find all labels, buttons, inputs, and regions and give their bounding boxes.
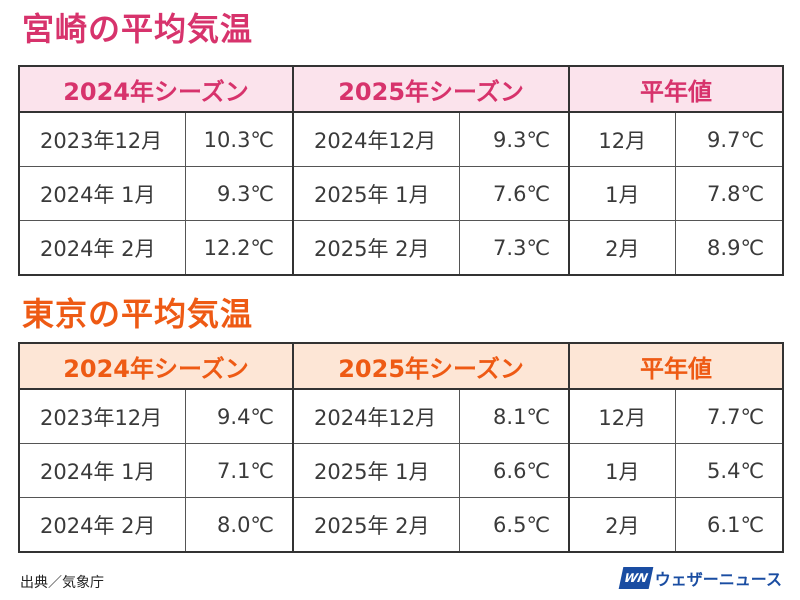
miyazaki-header-2024-season: 2024年シーズン (18, 65, 294, 113)
period-2025-season: 2025年 2月 (292, 497, 460, 553)
period-2025-season: 2024年12月 (292, 111, 460, 167)
temperature-2024-season: 9.3℃ (184, 166, 294, 221)
temperature-2025-season: 7.6℃ (458, 166, 570, 221)
normal-month: 1月 (568, 443, 676, 498)
miyazaki-header-2025-season: 2025年シーズン (292, 65, 570, 113)
period-2025-season: 2025年 1月 (292, 166, 460, 221)
weathernews-logo-icon: WN (618, 567, 654, 589)
tokyo-section-title: 東京の平均気温 (22, 295, 254, 333)
normal-temperature: 9.7℃ (674, 111, 784, 167)
period-2024-season: 2023年12月 (18, 388, 186, 444)
tokyo-header-2024-season: 2024年シーズン (18, 342, 294, 390)
temperature-2024-season: 10.3℃ (184, 111, 294, 167)
normal-temperature: 8.9℃ (674, 220, 784, 276)
temperature-2024-season: 8.0℃ (184, 497, 294, 553)
miyazaki-section-title: 宮崎の平均気温 (22, 10, 254, 48)
normal-month: 12月 (568, 111, 676, 167)
period-2025-season: 2024年12月 (292, 388, 460, 444)
temperature-2024-season: 9.4℃ (184, 388, 294, 444)
source-credit: 出典／気象庁 (20, 575, 104, 591)
period-2024-season: 2023年12月 (18, 111, 186, 167)
normal-temperature: 7.7℃ (674, 388, 784, 444)
normal-temperature: 5.4℃ (674, 443, 784, 498)
table-row: 2024年 1月 7.1℃ 2025年 1月 6.6℃ 1月 5.4℃ (18, 443, 784, 498)
table-row: 2024年 1月 9.3℃ 2025年 1月 7.6℃ 1月 7.8℃ (18, 166, 784, 221)
temperature-2024-season: 7.1℃ (184, 443, 294, 498)
period-2025-season: 2025年 1月 (292, 443, 460, 498)
period-2024-season: 2024年 2月 (18, 497, 186, 553)
table-row: 2024年 2月 12.2℃ 2025年 2月 7.3℃ 2月 8.9℃ (18, 220, 784, 276)
period-2025-season: 2025年 2月 (292, 220, 460, 276)
table-row: 2023年12月 10.3℃ 2024年12月 9.3℃ 12月 9.7℃ (18, 111, 784, 167)
normal-temperature: 7.8℃ (674, 166, 784, 221)
miyazaki-header-normal: 平年値 (568, 65, 784, 113)
normal-month: 2月 (568, 497, 676, 553)
period-2024-season: 2024年 2月 (18, 220, 186, 276)
tokyo-temperature-table: 2024年シーズン 2025年シーズン 平年値 2023年12月 9.4℃ 20… (18, 342, 785, 553)
normal-month: 12月 (568, 388, 676, 444)
tokyo-header-normal: 平年値 (568, 342, 784, 390)
table-row: 2024年 2月 8.0℃ 2025年 2月 6.5℃ 2月 6.1℃ (18, 497, 784, 553)
temperature-2025-season: 6.6℃ (458, 443, 570, 498)
temperature-2025-season: 7.3℃ (458, 220, 570, 276)
tokyo-header-2025-season: 2025年シーズン (292, 342, 570, 390)
normal-temperature: 6.1℃ (674, 497, 784, 553)
temperature-2025-season: 6.5℃ (458, 497, 570, 553)
temperature-2025-season: 8.1℃ (458, 388, 570, 444)
temperature-2024-season: 12.2℃ (184, 220, 294, 276)
tokyo-header-row: 2024年シーズン 2025年シーズン 平年値 (18, 342, 784, 390)
brand-name: ウェザーニュース (654, 570, 782, 589)
brand: WN ウェザーニュース (618, 566, 782, 590)
miyazaki-header-row: 2024年シーズン 2025年シーズン 平年値 (18, 65, 784, 113)
period-2024-season: 2024年 1月 (18, 166, 186, 221)
temperature-2025-season: 9.3℃ (458, 111, 570, 167)
normal-month: 2月 (568, 220, 676, 276)
period-2024-season: 2024年 1月 (18, 443, 186, 498)
table-row: 2023年12月 9.4℃ 2024年12月 8.1℃ 12月 7.7℃ (18, 388, 784, 444)
normal-month: 1月 (568, 166, 676, 221)
miyazaki-temperature-table: 2024年シーズン 2025年シーズン 平年値 2023年12月 10.3℃ 2… (18, 65, 785, 276)
